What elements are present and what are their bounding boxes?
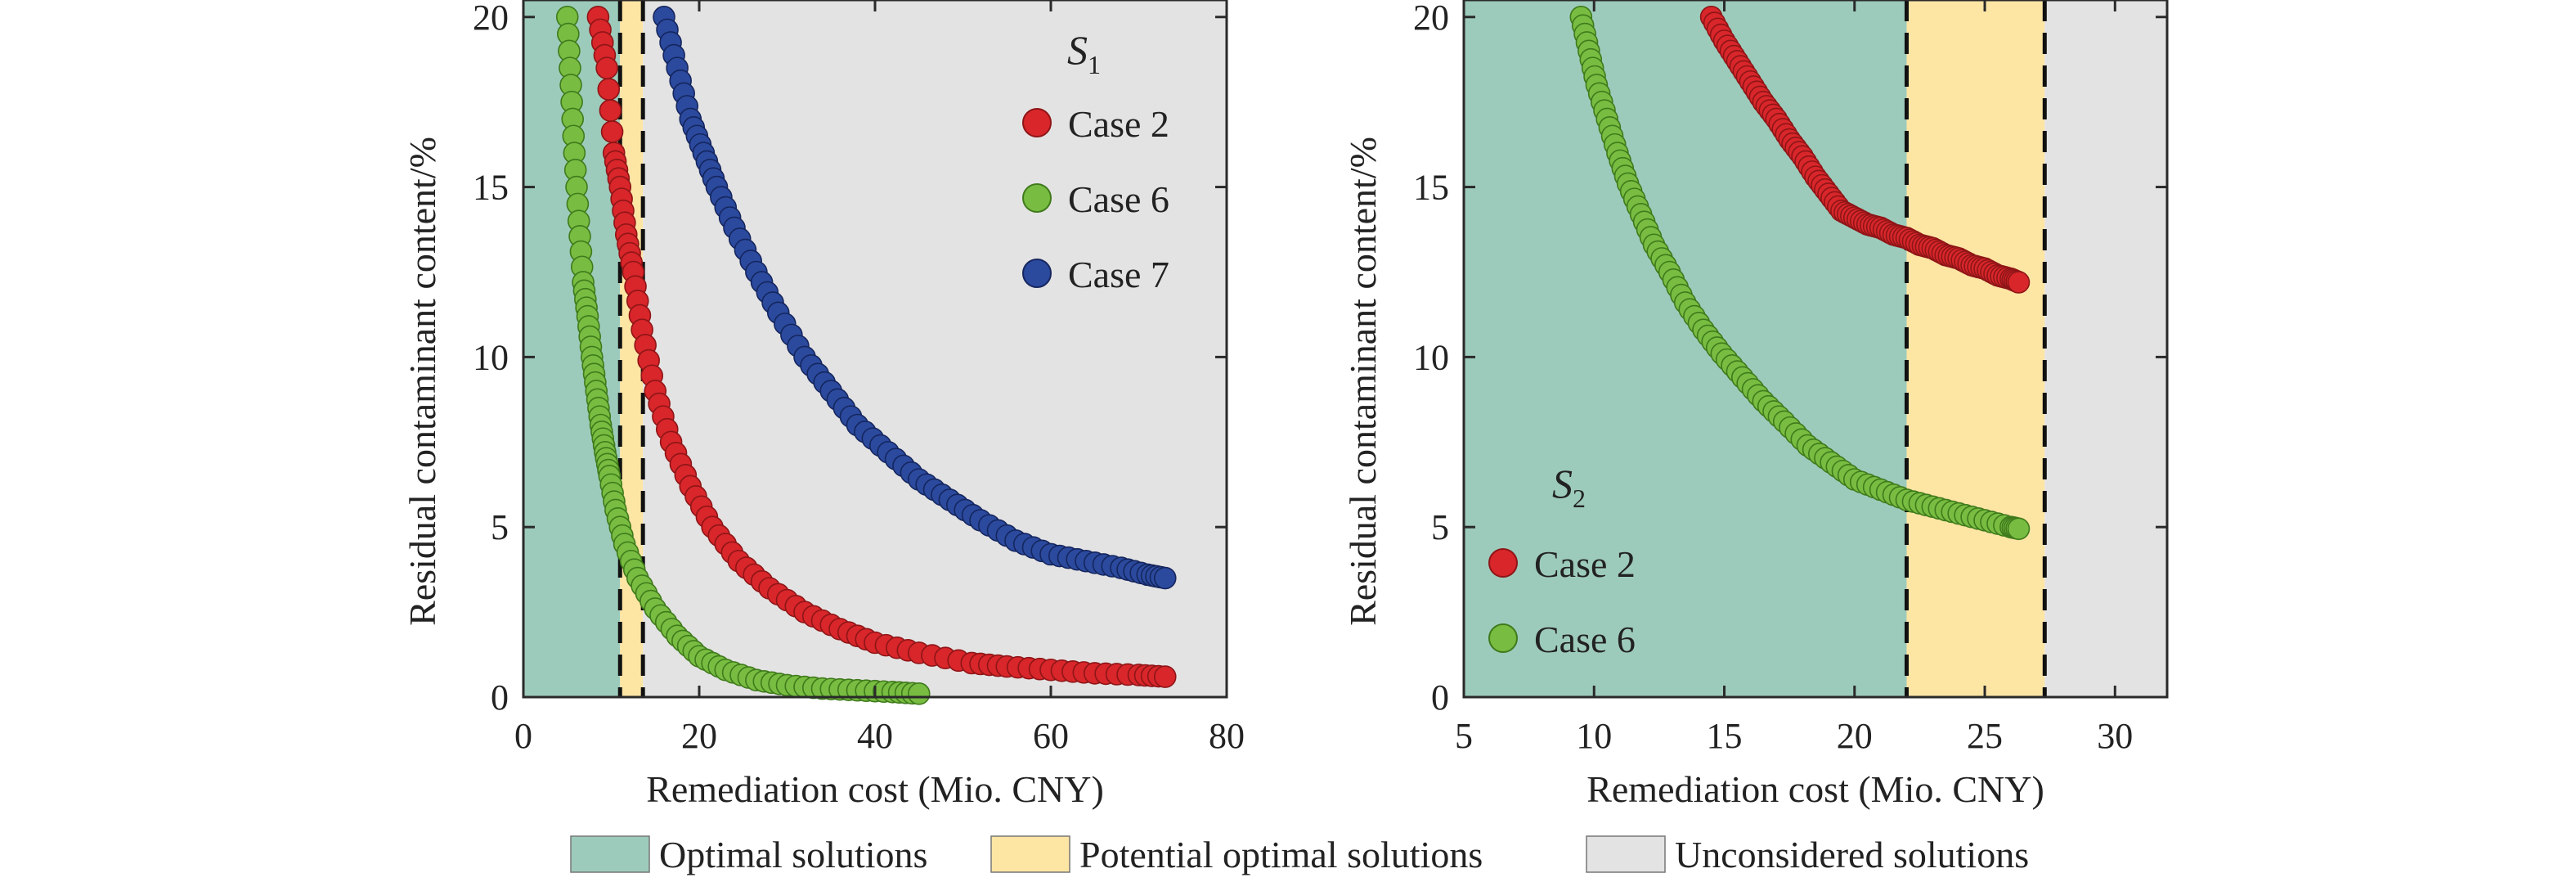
- data-point: [907, 682, 931, 705]
- legend-marker: [1022, 108, 1052, 137]
- legend-marker: [1022, 259, 1052, 288]
- y-tick-label: 15: [473, 168, 509, 208]
- x-tick-label: 10: [1576, 716, 1612, 756]
- legend-swatch-unconsidered: [1586, 835, 1666, 873]
- y-tick-label: 20: [473, 0, 509, 38]
- x-tick-label: 20: [1837, 716, 1873, 756]
- legend-label: Case 7: [1068, 254, 1169, 295]
- y-tick-label: 10: [1413, 337, 1449, 377]
- region-legend: Optimal solutions Potential optimal solut…: [570, 834, 2029, 875]
- x-tick-label: 20: [681, 716, 717, 756]
- legend-label: Case 2: [1068, 103, 1169, 145]
- series-case-2: [1699, 5, 2031, 294]
- y-tick-label: 20: [1413, 0, 1449, 38]
- legend-item-label: Potential optimal solutions: [1079, 834, 1483, 875]
- x-tick-label: 5: [1455, 716, 1473, 756]
- x-tick-label: 25: [1967, 716, 2003, 756]
- y-tick-label: 0: [491, 677, 509, 718]
- legend-marker: [1488, 623, 1518, 653]
- x-tick-label: 40: [857, 716, 893, 756]
- legend-marker: [1488, 548, 1518, 578]
- y-tick-label: 10: [473, 337, 509, 377]
- y-axis-label: Residual contaminant content/%: [402, 137, 443, 626]
- x-axis-label: Remediation cost (Mio. CNY): [1586, 768, 2044, 810]
- panel-label: S2: [1552, 461, 1586, 513]
- data-point: [1153, 665, 1177, 688]
- y-tick-label: 5: [1431, 507, 1449, 547]
- chart-panel-s1: 0 20 40 60 80 0 5 10 15 20 Remediation cost (Mio.…: [402, 0, 1245, 810]
- series-legend: S2 Case 2 Case 6: [1488, 461, 1636, 660]
- series-case-6: [1569, 5, 2031, 541]
- scatter-points: [1569, 5, 2031, 541]
- y-tick-label: 15: [1413, 168, 1449, 208]
- series-case-2: [586, 5, 1177, 688]
- data-point: [597, 78, 621, 101]
- panel-label: S1: [1067, 27, 1101, 79]
- region-potential: [1906, 0, 2045, 697]
- plot-frame: [1462, 0, 2169, 699]
- x-axis-label: Remediation cost (Mio. CNY): [646, 768, 1104, 810]
- series-case-6: [555, 5, 931, 705]
- x-tick-label: 30: [2097, 716, 2133, 756]
- region-optimal: [1464, 0, 1907, 697]
- data-point: [2007, 517, 2031, 541]
- legend-marker: [1022, 183, 1052, 213]
- scatter-points: [555, 5, 1177, 705]
- x-tick-label: 60: [1033, 716, 1069, 756]
- legend-swatch-potential: [990, 835, 1070, 873]
- region-unconsidered: [2044, 0, 2167, 697]
- y-axis-label: Residual contaminant content/%: [1342, 137, 1384, 626]
- legend-swatch-optimal: [570, 835, 650, 873]
- series-legend: S1 Case 2 Case 6 Case 7: [1022, 27, 1169, 295]
- legend-item-label: Optimal solutions: [659, 834, 927, 875]
- data-point: [599, 99, 622, 122]
- data-point: [1153, 566, 1177, 590]
- x-tick-label: 15: [1707, 716, 1743, 756]
- legend-label: Case 6: [1068, 178, 1169, 220]
- y-tick-label: 5: [491, 507, 509, 547]
- legend-label: Case 2: [1534, 543, 1636, 585]
- axis-ticks: 0 20 40 60 80 0 5 10 15 20: [473, 0, 1245, 756]
- legend-label: Case 6: [1534, 619, 1636, 660]
- data-point: [2007, 271, 2031, 294]
- series-case-7: [653, 5, 1177, 590]
- data-point: [595, 56, 618, 79]
- x-tick-label: 0: [514, 716, 532, 756]
- y-tick-label: 0: [1431, 677, 1449, 718]
- solution-regions: [1464, 0, 2167, 697]
- x-tick-label: 80: [1209, 716, 1245, 756]
- data-point: [600, 120, 624, 143]
- threshold-dashed-lines: [1904, 0, 2047, 697]
- legend-item-label: Unconsidered solutions: [1675, 834, 2029, 875]
